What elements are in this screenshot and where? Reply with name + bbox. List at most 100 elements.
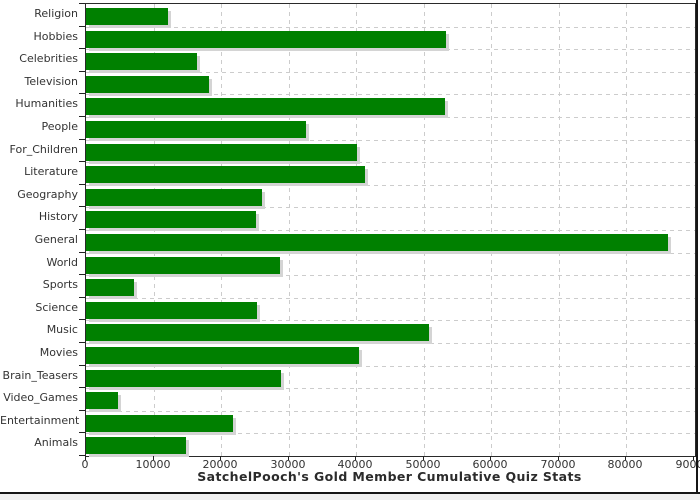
y-axis-label: For_Children [9,142,78,156]
bar [86,437,186,454]
y-axis-label: History [38,210,78,224]
horizontal-gridline [86,94,695,95]
x-axis-tick [288,456,289,460]
y-axis-label: General [34,233,78,246]
bar [86,144,358,161]
frame-right-border [696,0,698,493]
y-axis-label: Video_Games [3,391,78,405]
y-axis-tick [79,229,85,230]
horizontal-gridline [86,72,695,73]
y-axis-tick [79,342,85,343]
bar [86,324,429,341]
x-axis-tick-label: 70000 [540,458,576,471]
x-axis-tick [153,456,154,460]
horizontal-gridline [86,27,695,28]
horizontal-gridline [86,298,695,299]
x-axis-tick-label: 0 [81,458,89,471]
horizontal-gridline [86,366,695,367]
y-axis-tick [79,116,85,117]
x-axis-tick [423,456,424,460]
bar [86,76,209,93]
horizontal-gridline [86,230,695,231]
y-axis-tick [79,455,85,456]
y-axis-label: Movies [39,346,78,359]
x-axis-tick-label: 80000 [607,458,643,471]
bar [86,347,359,364]
y-axis-label: Animals [34,436,78,450]
x-axis-tick-label: 10000 [135,458,171,471]
x-axis-tick-label: 20000 [202,458,238,471]
bar [86,166,365,183]
y-axis-label: Entertainment [0,413,80,427]
y-axis-tick [79,319,85,320]
bar [86,302,257,319]
y-axis-tick [79,274,85,275]
y-axis-tick [79,71,85,72]
y-axis-label: Hobbies [33,29,78,43]
horizontal-gridline [86,207,695,208]
bar [86,211,257,228]
x-axis-tick-label: 40000 [337,458,373,471]
bar [86,8,168,25]
x-axis-tick [85,456,86,460]
y-axis-label: Geography [17,187,78,201]
y-axis-tick [79,365,85,366]
horizontal-gridline [86,185,695,186]
y-axis-label: Brain_Teasers [2,368,78,382]
frame-bottom-strip [0,492,700,500]
horizontal-gridline [86,275,695,276]
y-axis-tick [79,387,85,388]
y-axis-label: Music [46,323,78,337]
horizontal-gridline [86,253,695,254]
x-axis-tick [625,456,626,460]
bar [86,370,282,387]
bar [86,121,307,138]
y-axis-label: Literature [24,165,78,179]
horizontal-gridline [86,320,695,321]
y-axis-label: World [46,255,78,269]
y-axis-label: Celebrities [19,52,78,66]
x-axis-tick-label: 60000 [472,458,508,471]
plot-area [85,3,696,457]
y-axis-tick [79,3,85,4]
bar [86,31,446,48]
y-axis-label: Television [24,74,79,88]
x-axis-tick [355,456,356,460]
horizontal-gridline [86,343,695,344]
horizontal-gridline [86,411,695,412]
y-axis-tick [79,93,85,94]
y-axis-tick [79,139,85,140]
x-axis-tick-label: 30000 [270,458,306,471]
y-axis-tick [79,26,85,27]
horizontal-gridline [86,49,695,50]
bar [86,234,668,251]
x-axis-tick [220,456,221,460]
horizontal-gridline [86,140,695,141]
y-axis-tick [79,184,85,185]
bar [86,189,263,206]
horizontal-gridline [86,388,695,389]
bar [86,257,281,274]
bar [86,53,197,70]
x-axis-tick-label: 90000 [675,458,700,471]
bar [86,279,134,296]
horizontal-gridline [86,117,695,118]
y-axis-label: People [41,120,78,133]
horizontal-gridline [86,162,695,163]
bar [86,98,445,115]
y-axis-tick [79,432,85,433]
y-axis-label: Science [35,300,78,314]
y-axis-tick [79,206,85,207]
x-axis-tick [693,456,694,460]
y-axis-label: Sports [42,278,78,292]
y-axis-tick [79,252,85,253]
x-axis-tick-label: 50000 [405,458,441,471]
y-axis-tick [79,161,85,162]
chart-title: SatchelPooch's Gold Member Cumulative Qu… [197,469,582,484]
bar [86,415,233,432]
y-axis-label: Religion [34,7,78,20]
bar [86,392,119,409]
x-axis-tick [490,456,491,460]
horizontal-gridline [86,433,695,434]
